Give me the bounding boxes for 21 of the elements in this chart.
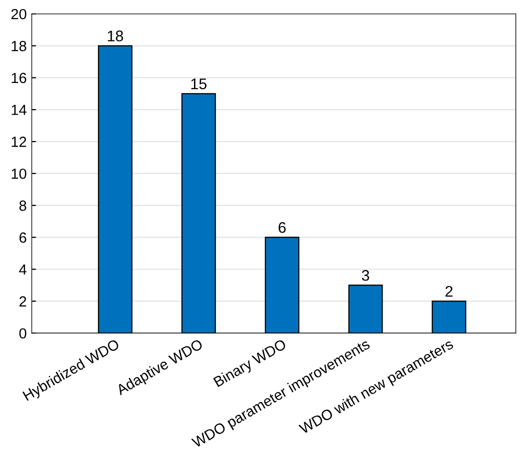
bar	[348, 284, 383, 334]
y-tick-label: 0	[19, 328, 26, 339]
bar	[432, 300, 466, 334]
bar	[181, 93, 216, 334]
y-tick-label: 14	[12, 104, 26, 115]
y-tick-label: 2	[20, 296, 26, 306]
data-label: 18	[108, 30, 124, 42]
data-label: 6	[278, 222, 286, 233]
y-tick-label: 20	[11, 8, 26, 20]
data-label: 15	[191, 78, 207, 90]
y-tick-label: 10	[12, 168, 26, 179]
y-tick-label: 6	[20, 232, 26, 243]
y-tick-label: 18	[12, 40, 26, 52]
y-tick-label: 8	[19, 200, 26, 211]
bar	[98, 45, 132, 334]
y-tick-label: 4	[19, 264, 26, 275]
data-label: 3	[362, 270, 370, 281]
y-tick-label: 12	[12, 136, 26, 147]
bar	[264, 236, 300, 334]
y-tick-label: 16	[12, 72, 26, 84]
data-label: 2	[446, 286, 452, 297]
